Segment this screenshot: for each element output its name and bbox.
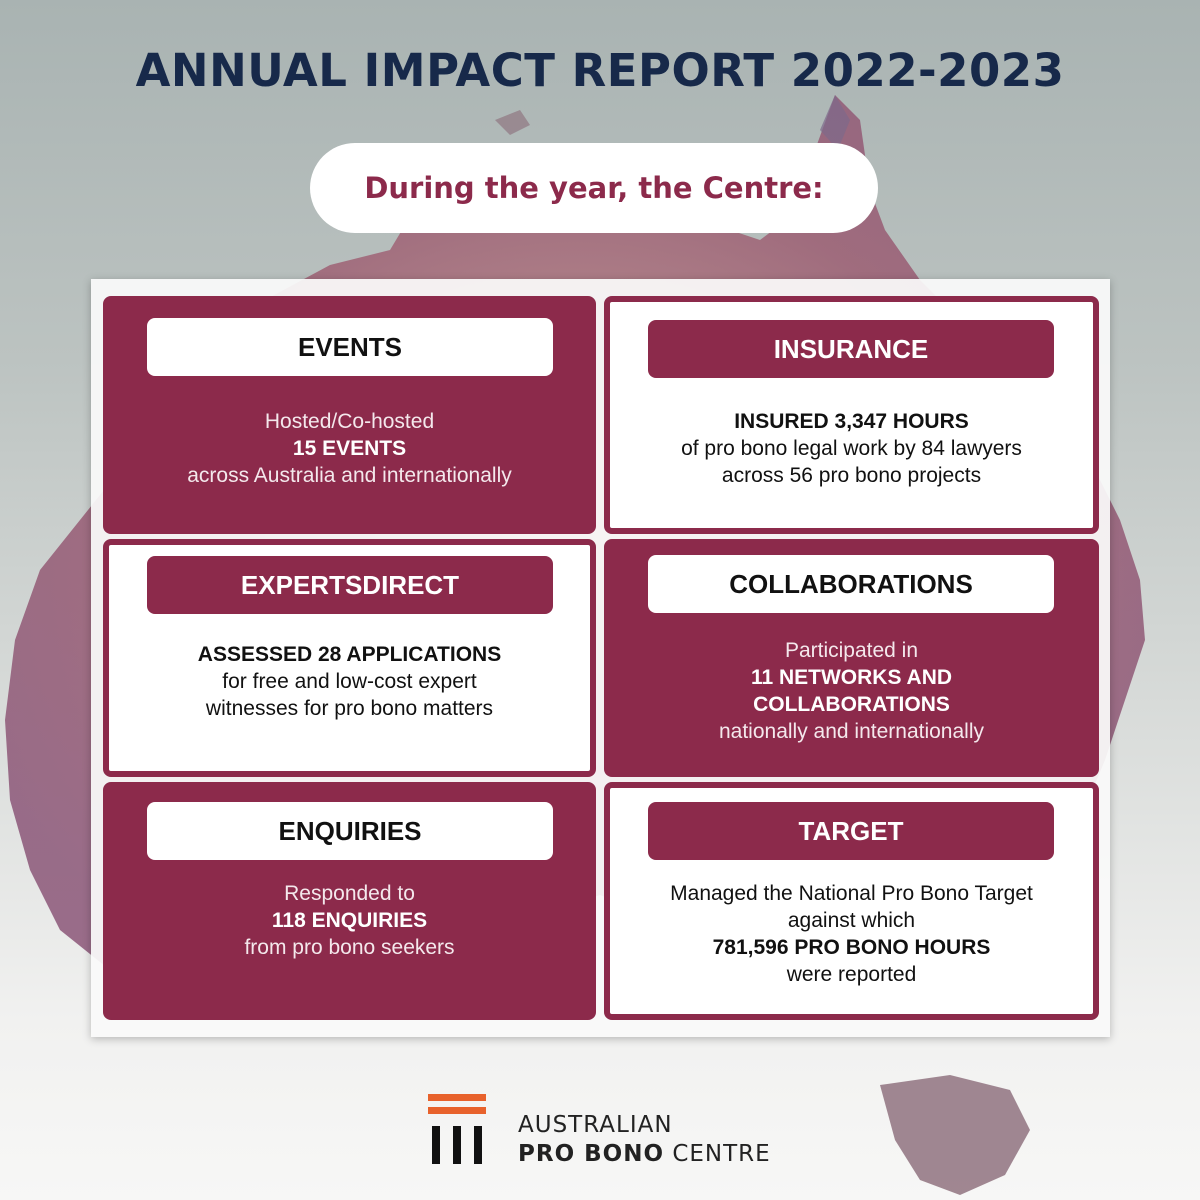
collaborations-line2: nationally and internationally bbox=[718, 720, 984, 743]
enquiries-body: Responded to 118 ENQUIRIES from pro bono… bbox=[103, 880, 596, 961]
expertsdirect-line1: for free and low-cost expert bbox=[222, 670, 477, 693]
insurance-heading: INSURANCE bbox=[648, 320, 1054, 378]
insurance-line1: of pro bono legal work by 84 lawyers bbox=[681, 437, 1022, 460]
collaborations-card: COLLABORATIONS Participated in 11 NETWOR… bbox=[604, 539, 1099, 777]
logo-line-2-bold: PRO BONO bbox=[518, 1141, 665, 1167]
insurance-highlight: INSURED 3,347 HOURS bbox=[734, 410, 969, 433]
enquiries-highlight: 118 ENQUIRIES bbox=[271, 909, 428, 932]
events-heading-label: EVENTS bbox=[297, 331, 403, 362]
insurance-body: INSURED 3,347 HOURS of pro bono legal wo… bbox=[610, 408, 1093, 489]
logo-line-1: AUSTRALIAN bbox=[518, 1112, 673, 1138]
events-heading: EVENTS bbox=[147, 318, 553, 376]
collaborations-highlight-2: COLLABORATIONS bbox=[753, 693, 950, 716]
collaborations-body: Participated in 11 NETWORKS AND COLLABOR… bbox=[604, 637, 1099, 745]
enquiries-heading-label: ENQUIRIES bbox=[278, 815, 422, 846]
insurance-card: INSURANCE INSURED 3,347 HOURS of pro bon… bbox=[604, 296, 1099, 534]
enquiries-line2: from pro bono seekers bbox=[244, 936, 455, 959]
subtitle-banner: During the year, the Centre: bbox=[310, 143, 878, 233]
subtitle-text: During the year, the Centre: bbox=[364, 171, 824, 205]
enquiries-card: ENQUIRIES Responded to 118 ENQUIRIES fro… bbox=[103, 782, 596, 1020]
logo-line-2-rest: CENTRE bbox=[672, 1141, 771, 1167]
collaborations-highlight-1: 11 NETWORKS AND bbox=[750, 666, 953, 689]
expertsdirect-card: EXPERTSDIRECT ASSESSED 28 APPLICATIONS f… bbox=[103, 539, 596, 777]
expertsdirect-heading: EXPERTSDIRECT bbox=[147, 556, 553, 614]
events-line1: Hosted/Co-hosted bbox=[264, 410, 435, 433]
expertsdirect-body: ASSESSED 28 APPLICATIONS for free and lo… bbox=[109, 641, 590, 722]
insurance-heading-label: INSURANCE bbox=[773, 333, 929, 364]
events-body: Hosted/Co-hosted 15 EVENTS across Austra… bbox=[103, 408, 596, 489]
collaborations-heading-label: COLLABORATIONS bbox=[729, 568, 973, 599]
target-highlight: 781,596 PRO BONO HOURS bbox=[712, 936, 991, 959]
insurance-line2: across 56 pro bono projects bbox=[721, 464, 982, 487]
expertsdirect-heading-label: EXPERTSDIRECT bbox=[240, 569, 460, 600]
collaborations-heading: COLLABORATIONS bbox=[648, 555, 1054, 613]
logo-line-2: PRO BONO CENTRE bbox=[518, 1141, 771, 1167]
events-card: EVENTS Hosted/Co-hosted 15 EVENTS across… bbox=[103, 296, 596, 534]
target-line2: against which bbox=[787, 909, 916, 932]
page-title: ANNUAL IMPACT REPORT 2022-2023 bbox=[135, 44, 1065, 97]
collaborations-line1: Participated in bbox=[784, 639, 919, 662]
expertsdirect-highlight: ASSESSED 28 APPLICATIONS bbox=[197, 643, 502, 666]
events-line2: across Australia and internationally bbox=[187, 464, 512, 487]
target-heading-label: TARGET bbox=[798, 815, 904, 846]
target-card: TARGET Managed the National Pro Bono Tar… bbox=[604, 782, 1099, 1020]
target-heading: TARGET bbox=[648, 802, 1054, 860]
pro-bono-logo-icon bbox=[428, 1094, 486, 1164]
events-highlight: 15 EVENTS bbox=[292, 437, 407, 460]
expertsdirect-line2: witnesses for pro bono matters bbox=[205, 697, 494, 720]
target-body: Managed the National Pro Bono Target aga… bbox=[610, 880, 1093, 988]
enquiries-heading: ENQUIRIES bbox=[147, 802, 553, 860]
target-line3: were reported bbox=[786, 963, 917, 986]
target-line1: Managed the National Pro Bono Target bbox=[670, 882, 1033, 905]
enquiries-line1: Responded to bbox=[284, 882, 415, 905]
